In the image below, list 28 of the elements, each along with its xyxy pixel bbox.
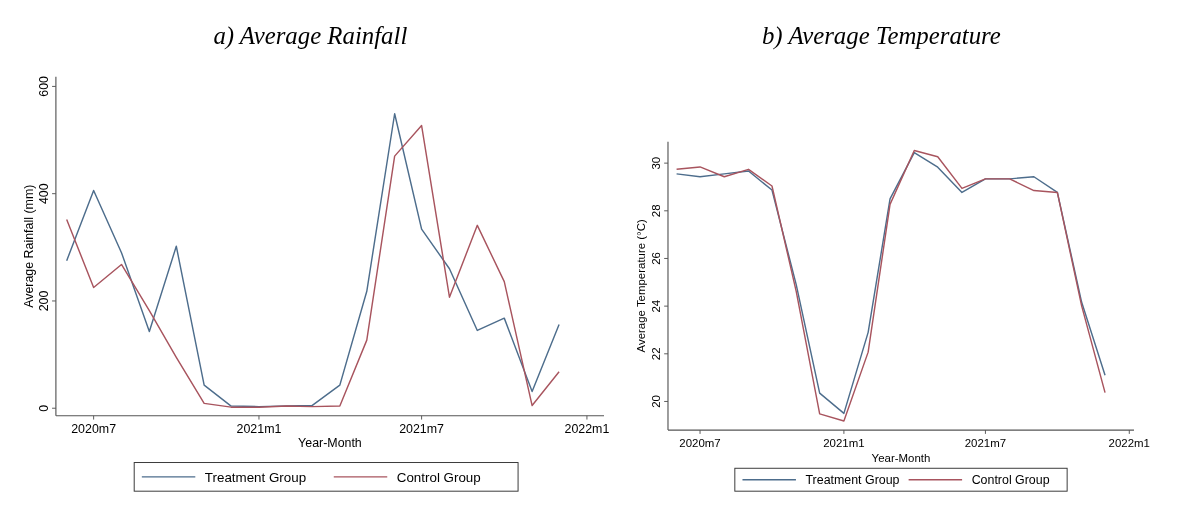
y-axis-title: Average Temperature (°C) <box>635 219 648 353</box>
x-tick-label: 2022m1 <box>1108 437 1150 450</box>
legend-label: Control Group <box>396 469 481 485</box>
x-tick-label: 2020m7 <box>71 421 117 436</box>
x-tick-label: 2021m1 <box>236 421 282 436</box>
y-axis-title: Average Rainfall (mm) <box>21 184 36 308</box>
y-tick-label: 28 <box>650 204 663 218</box>
y-tick-label: 26 <box>650 252 663 265</box>
y-tick-label: 22 <box>650 347 663 361</box>
x-tick-label: 2022m1 <box>564 421 610 436</box>
x-tick-label: 2020m7 <box>679 437 721 450</box>
x-axis-title: Year-Month <box>871 451 931 464</box>
y-tick-label: 600 <box>37 75 52 97</box>
legend-label: Treatment Group <box>204 469 307 485</box>
y-tick-label: 20 <box>650 395 663 408</box>
y-tick-label: 24 <box>650 299 663 313</box>
x-axis-title: Year-Month <box>298 436 362 451</box>
legend-label: Treatment Group <box>805 473 900 488</box>
legend-label: Control Group <box>971 473 1050 488</box>
y-tick-label: 400 <box>37 183 52 205</box>
chart-title: a) Average Rainfall <box>213 22 408 51</box>
x-tick-label: 2021m1 <box>823 437 865 450</box>
x-tick-label: 2021m7 <box>964 437 1007 450</box>
x-tick-label: 2021m7 <box>399 421 445 436</box>
y-tick-label: 0 <box>37 404 52 412</box>
y-tick-label: 30 <box>650 156 663 170</box>
chart-title: b) Average Temperature <box>761 22 1001 51</box>
y-tick-label: 200 <box>37 290 52 312</box>
